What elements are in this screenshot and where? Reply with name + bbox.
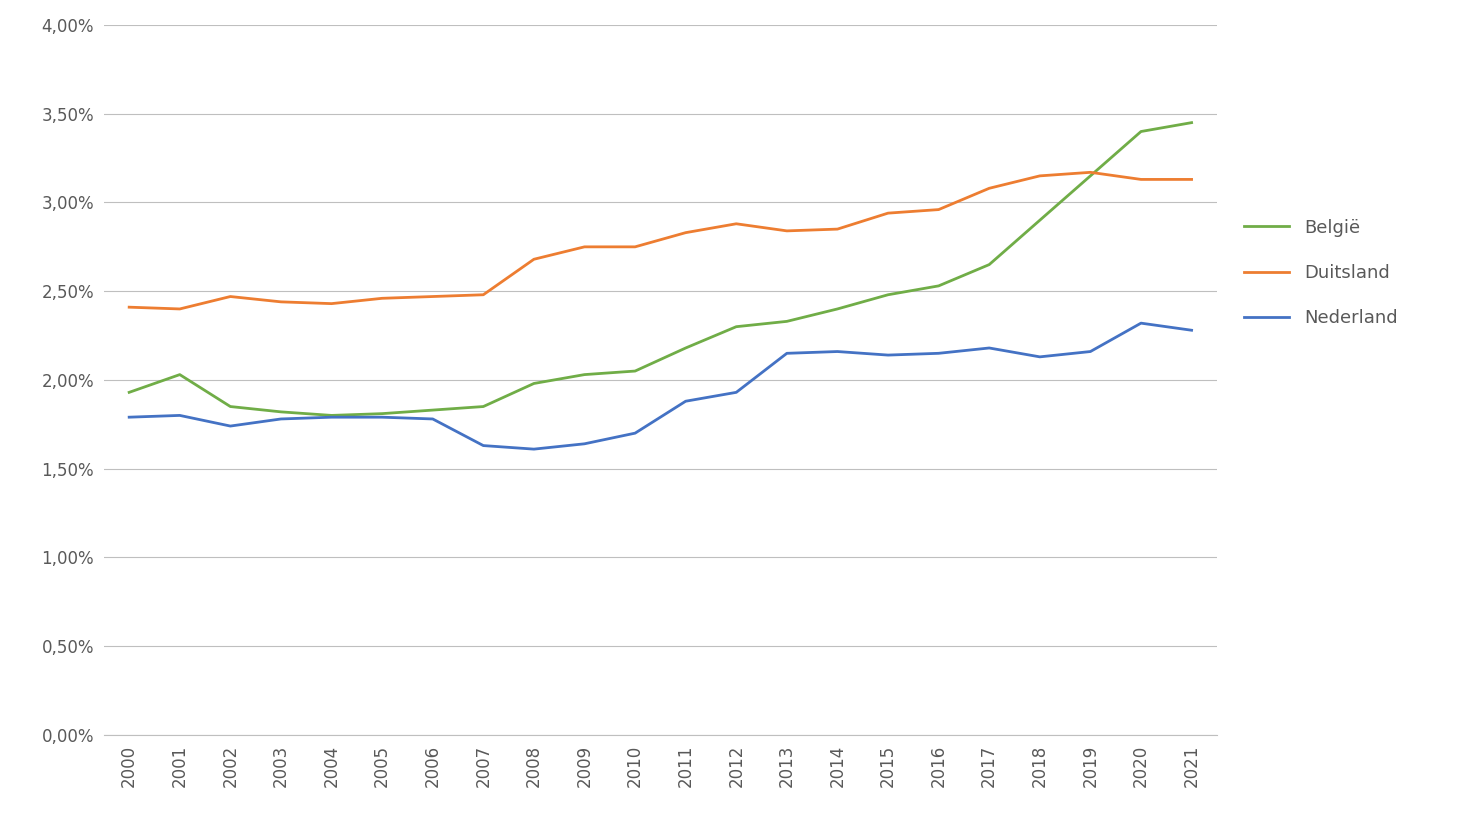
België (322, 411, 340, 421)
Duitsland (576, 242, 594, 252)
Duitsland (1082, 167, 1100, 177)
Nederland (626, 428, 644, 438)
Nederland (272, 414, 289, 424)
België (525, 378, 543, 388)
België (221, 402, 239, 412)
België (475, 402, 493, 412)
Line: Duitsland: Duitsland (129, 172, 1192, 309)
Nederland (576, 439, 594, 449)
Nederland (1031, 352, 1049, 362)
Duitsland (374, 293, 392, 303)
Line: België: België (129, 123, 1192, 416)
België (626, 366, 644, 376)
België (879, 290, 896, 300)
België (120, 387, 138, 397)
België (930, 281, 948, 291)
Duitsland (778, 226, 795, 236)
België (828, 304, 846, 314)
België (1132, 127, 1150, 137)
Duitsland (981, 184, 999, 194)
Nederland (828, 347, 846, 357)
Duitsland (525, 255, 543, 265)
Nederland (1132, 318, 1150, 328)
Duitsland (120, 302, 138, 312)
Duitsland (272, 297, 289, 307)
België (374, 408, 392, 418)
Duitsland (677, 228, 695, 238)
België (424, 405, 442, 415)
Nederland (879, 350, 896, 360)
Duitsland (475, 290, 493, 300)
België (778, 316, 795, 326)
Nederland (171, 411, 188, 421)
Nederland (120, 412, 138, 423)
Nederland (727, 387, 745, 397)
Duitsland (828, 224, 846, 234)
Nederland (322, 412, 340, 423)
Duitsland (1132, 175, 1150, 185)
Duitsland (171, 304, 188, 314)
België (171, 370, 188, 380)
Duitsland (930, 205, 948, 215)
Legend: België, Duitsland, Nederland: België, Duitsland, Nederland (1238, 211, 1405, 334)
België (981, 260, 999, 270)
Line: Nederland: Nederland (129, 323, 1192, 449)
Duitsland (221, 291, 239, 301)
Nederland (525, 444, 543, 454)
Nederland (1183, 326, 1201, 336)
België (272, 407, 289, 417)
België (1031, 215, 1049, 225)
Duitsland (424, 291, 442, 301)
Duitsland (1183, 175, 1201, 185)
Nederland (424, 414, 442, 424)
België (727, 321, 745, 331)
Nederland (475, 441, 493, 451)
België (677, 343, 695, 353)
België (1082, 171, 1100, 181)
België (1183, 118, 1201, 128)
Nederland (981, 343, 999, 353)
België (576, 370, 594, 380)
Duitsland (879, 208, 896, 218)
Duitsland (626, 242, 644, 252)
Nederland (374, 412, 392, 423)
Nederland (930, 348, 948, 358)
Duitsland (1031, 171, 1049, 181)
Nederland (677, 397, 695, 407)
Duitsland (322, 299, 340, 309)
Nederland (1082, 347, 1100, 357)
Duitsland (727, 219, 745, 229)
Nederland (778, 348, 795, 358)
Nederland (221, 421, 239, 431)
